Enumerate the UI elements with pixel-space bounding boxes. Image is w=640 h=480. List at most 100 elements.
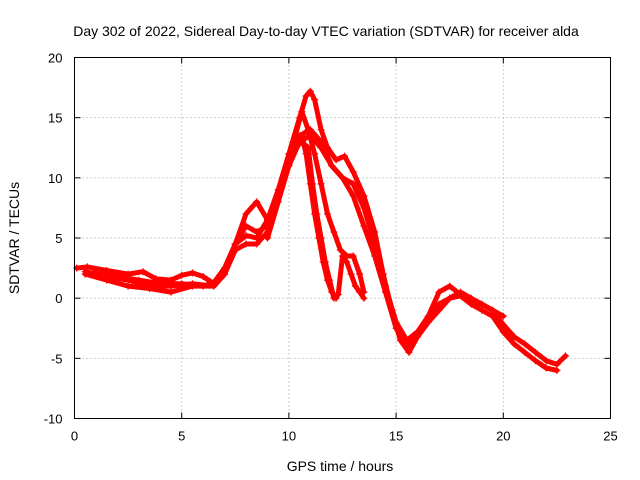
data-point [349, 192, 357, 200]
data-point [392, 324, 400, 332]
plot-series [73, 87, 569, 374]
data-point [167, 288, 175, 296]
axes-ticks: 0 5 10 15 20 25 -10 -5 0 5 10 15 20 [44, 51, 618, 444]
data-point [302, 150, 310, 158]
series-line [93, 133, 506, 349]
data-point [405, 348, 413, 356]
data-point [478, 306, 486, 314]
y-tick-label: 0 [55, 291, 62, 306]
data-point [315, 234, 323, 242]
data-point [478, 300, 486, 308]
data-point [328, 162, 336, 170]
data-point [403, 342, 411, 350]
data-point [339, 174, 346, 182]
data-point [531, 357, 539, 365]
data-point [414, 333, 422, 341]
data-point [553, 360, 561, 368]
data-point [561, 352, 569, 360]
data-point [553, 366, 561, 374]
x-tick-label: 25 [603, 429, 617, 444]
data-point [323, 276, 331, 284]
data-point [371, 252, 379, 260]
data-point [188, 280, 196, 288]
data-point [231, 240, 239, 248]
y-tick-label: 10 [48, 171, 62, 186]
series-track-3 [92, 132, 507, 350]
data-point [306, 87, 314, 95]
data-point [360, 192, 368, 200]
data-point [188, 269, 196, 277]
data-point [242, 240, 250, 248]
data-point [349, 168, 357, 176]
data-point [489, 312, 497, 320]
y-tick-label: 20 [48, 51, 62, 66]
data-point [360, 294, 368, 302]
data-point [499, 328, 507, 336]
data-point [285, 162, 293, 170]
data-point [347, 270, 355, 278]
data-point [311, 210, 319, 218]
y-tick-label: 15 [48, 111, 62, 126]
data-point [351, 282, 359, 290]
data-point [311, 96, 319, 104]
data-point [360, 204, 368, 212]
y-tick-label: -10 [44, 412, 63, 427]
data-point [253, 228, 261, 236]
data-point [221, 270, 229, 278]
data-point [424, 318, 432, 326]
y-axis-label: SDTVAR / TECUs [6, 182, 22, 294]
x-tick-label: 10 [282, 429, 296, 444]
data-point [242, 210, 250, 218]
data-point [124, 276, 132, 284]
x-tick-label: 0 [71, 429, 78, 444]
data-point [510, 333, 518, 341]
data-point [330, 228, 338, 236]
data-point [435, 288, 443, 296]
data-point [263, 216, 271, 224]
data-point [349, 180, 357, 188]
data-point [446, 282, 454, 290]
data-point [336, 246, 344, 254]
data-point [319, 258, 327, 266]
x-axis-label: GPS time / hours [287, 458, 394, 474]
data-point [139, 268, 147, 276]
data-point [521, 340, 529, 348]
data-point [467, 300, 475, 308]
data-point [304, 126, 312, 134]
data-point [210, 282, 218, 290]
data-point [332, 156, 340, 164]
data-point [291, 132, 299, 140]
data-point [253, 198, 261, 206]
grid [74, 57, 611, 419]
data-point [298, 132, 306, 140]
data-point [124, 282, 132, 290]
x-tick-label: 20 [496, 429, 510, 444]
data-point [311, 150, 319, 158]
data-point [332, 294, 340, 302]
data-point [317, 144, 325, 152]
data-point [542, 357, 550, 365]
data-point [328, 288, 336, 296]
data-point [167, 282, 175, 290]
data-point [381, 288, 389, 296]
data-point [343, 258, 351, 266]
data-point [274, 198, 282, 206]
data-point [306, 180, 314, 188]
data-point [242, 232, 250, 240]
data-point [302, 92, 310, 100]
data-point [356, 270, 364, 278]
data-point [339, 252, 346, 260]
data-point [456, 288, 464, 296]
data-point [81, 268, 89, 276]
y-tick-label: -5 [51, 351, 63, 366]
data-point [489, 306, 497, 314]
data-point [446, 294, 454, 302]
data-point [356, 288, 364, 296]
data-point [298, 108, 306, 116]
data-point [360, 222, 368, 230]
data-point [531, 348, 539, 356]
data-point [467, 294, 475, 302]
data-point [317, 180, 325, 188]
data-point [341, 152, 349, 160]
